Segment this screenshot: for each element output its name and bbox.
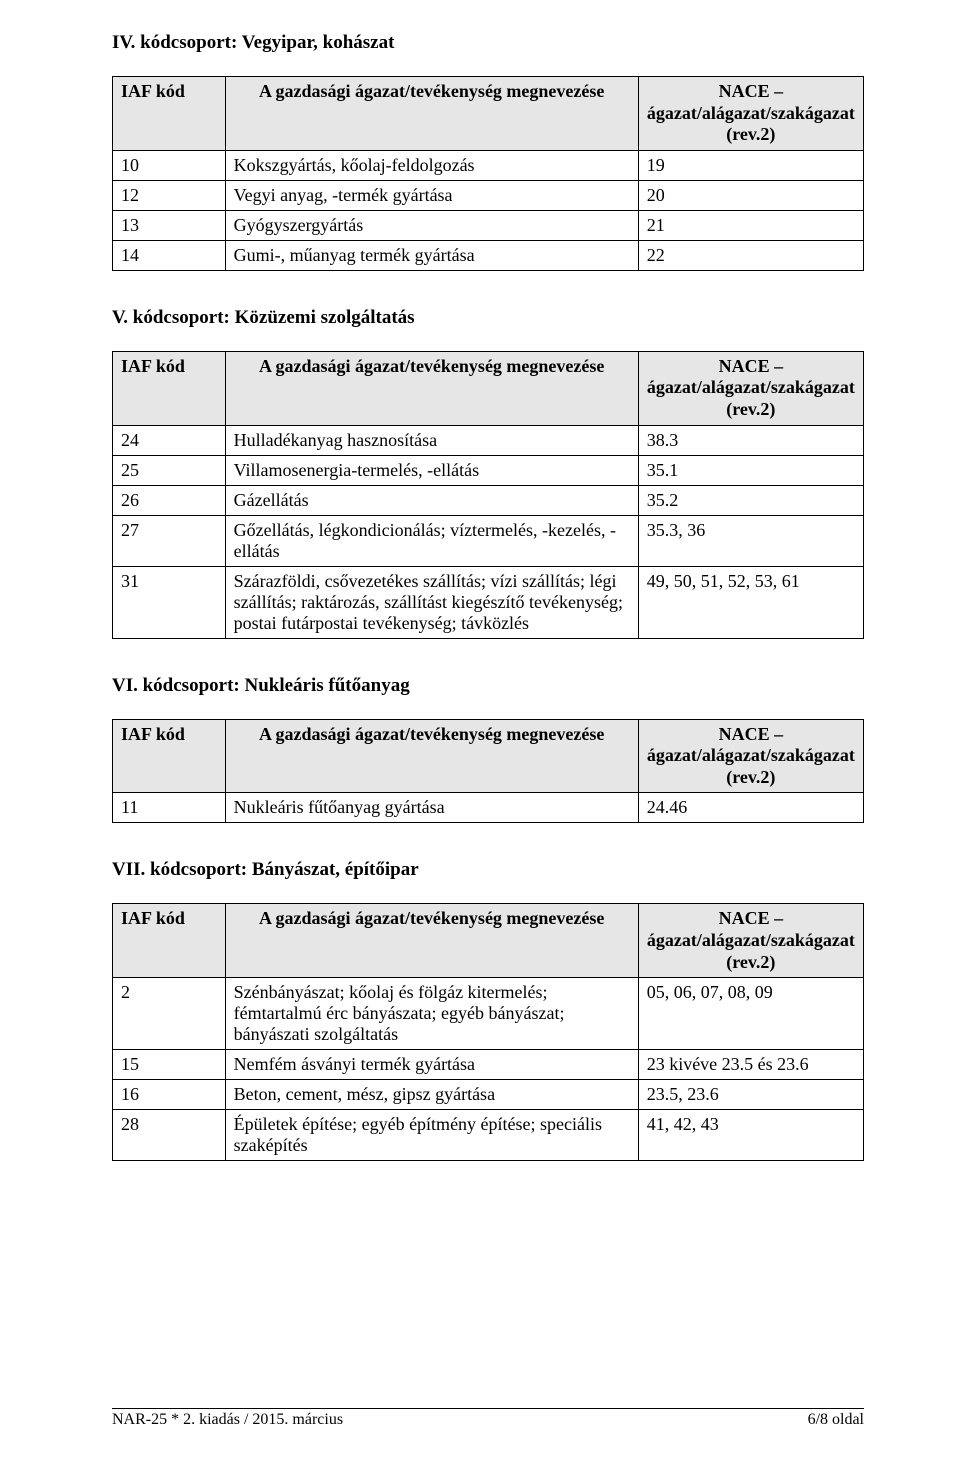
section-title-4: IV. kódcsoport: Vegyipar, kohászat xyxy=(112,32,864,54)
cell-nace: 35.3, 36 xyxy=(638,515,863,566)
footer-right: 6/8 oldal xyxy=(808,1411,864,1429)
cell-desc: Beton, cement, mész, gipsz gyártása xyxy=(225,1080,638,1110)
col-desc-header: A gazdasági ágazat/tevékenység megnevezé… xyxy=(225,719,638,793)
cell-nace: 24.46 xyxy=(638,793,863,823)
cell-nace: 23 kivéve 23.5 és 23.6 xyxy=(638,1050,863,1080)
table-row: 31 Szárazföldi, csővezetékes szállítás; … xyxy=(113,566,864,638)
section-title-5: V. kódcsoport: Közüzemi szolgáltatás xyxy=(112,307,864,329)
cell-desc: Szárazföldi, csővezetékes szállítás; víz… xyxy=(225,566,638,638)
nace-line1: NACE – xyxy=(719,724,784,744)
table-row: 11 Nukleáris fűtőanyag gyártása 24.46 xyxy=(113,793,864,823)
cell-iaf: 26 xyxy=(113,485,226,515)
cell-nace: 22 xyxy=(638,240,863,270)
cell-nace: 21 xyxy=(638,210,863,240)
page: IV. kódcsoport: Vegyipar, kohászat IAF k… xyxy=(0,0,960,1469)
col-desc-header: A gazdasági ágazat/tevékenység megnevezé… xyxy=(225,351,638,425)
nace-line2: ágazat/alágazat/szakágazat xyxy=(647,930,855,950)
cell-iaf: 11 xyxy=(113,793,226,823)
cell-nace: 49, 50, 51, 52, 53, 61 xyxy=(638,566,863,638)
table-section-5: IAF kód A gazdasági ágazat/tevékenység m… xyxy=(112,351,864,639)
cell-desc: Hulladékanyag hasznosítása xyxy=(225,425,638,455)
cell-iaf: 2 xyxy=(113,978,226,1050)
table-row: 16 Beton, cement, mész, gipsz gyártása 2… xyxy=(113,1080,864,1110)
table-row: 26 Gázellátás 35.2 xyxy=(113,485,864,515)
cell-desc: Nukleáris fűtőanyag gyártása xyxy=(225,793,638,823)
section-title-7: VII. kódcsoport: Bányászat, építőipar xyxy=(112,859,864,881)
cell-nace: 38.3 xyxy=(638,425,863,455)
nace-line3: (rev.2) xyxy=(726,767,775,787)
table-row: 13 Gyógyszergyártás 21 xyxy=(113,210,864,240)
cell-desc: Vegyi anyag, -termék gyártása xyxy=(225,180,638,210)
page-footer: NAR-25 * 2. kiadás / 2015. március 6/8 o… xyxy=(112,1408,864,1429)
cell-desc: Épületek építése; egyéb építmény építése… xyxy=(225,1110,638,1161)
cell-iaf: 14 xyxy=(113,240,226,270)
cell-iaf: 27 xyxy=(113,515,226,566)
nace-line1: NACE – xyxy=(719,81,784,101)
cell-iaf: 15 xyxy=(113,1050,226,1080)
nace-line2: ágazat/alágazat/szakágazat xyxy=(647,377,855,397)
footer-left: NAR-25 * 2. kiadás / 2015. március xyxy=(112,1411,343,1429)
col-iaf-header: IAF kód xyxy=(113,719,226,793)
table-row: 28 Épületek építése; egyéb építmény épít… xyxy=(113,1110,864,1161)
cell-iaf: 31 xyxy=(113,566,226,638)
cell-nace: 05, 06, 07, 08, 09 xyxy=(638,978,863,1050)
table-header-row: IAF kód A gazdasági ágazat/tevékenység m… xyxy=(113,77,864,151)
table-row: 15 Nemfém ásványi termék gyártása 23 kiv… xyxy=(113,1050,864,1080)
col-iaf-header: IAF kód xyxy=(113,77,226,151)
nace-line2: ágazat/alágazat/szakágazat xyxy=(647,745,855,765)
table-header-row: IAF kód A gazdasági ágazat/tevékenység m… xyxy=(113,904,864,978)
cell-nace: 20 xyxy=(638,180,863,210)
cell-nace: 35.1 xyxy=(638,455,863,485)
cell-iaf: 28 xyxy=(113,1110,226,1161)
nace-line3: (rev.2) xyxy=(726,952,775,972)
col-nace-header: NACE – ágazat/alágazat/szakágazat (rev.2… xyxy=(638,351,863,425)
table-header-row: IAF kód A gazdasági ágazat/tevékenység m… xyxy=(113,351,864,425)
cell-nace: 35.2 xyxy=(638,485,863,515)
table-header-row: IAF kód A gazdasági ágazat/tevékenység m… xyxy=(113,719,864,793)
col-nace-header: NACE – ágazat/alágazat/szakágazat (rev.2… xyxy=(638,77,863,151)
table-row: 12 Vegyi anyag, -termék gyártása 20 xyxy=(113,180,864,210)
cell-nace: 41, 42, 43 xyxy=(638,1110,863,1161)
nace-line3: (rev.2) xyxy=(726,124,775,144)
col-desc-header: A gazdasági ágazat/tevékenység megnevezé… xyxy=(225,904,638,978)
col-desc-header: A gazdasági ágazat/tevékenység megnevezé… xyxy=(225,77,638,151)
table-section-6: IAF kód A gazdasági ágazat/tevékenység m… xyxy=(112,719,864,824)
table-row: 14 Gumi-, műanyag termék gyártása 22 xyxy=(113,240,864,270)
cell-iaf: 24 xyxy=(113,425,226,455)
section-title-6: VI. kódcsoport: Nukleáris fűtőanyag xyxy=(112,675,864,697)
cell-iaf: 25 xyxy=(113,455,226,485)
table-row: 25 Villamosenergia-termelés, -ellátás 35… xyxy=(113,455,864,485)
cell-desc: Gumi-, műanyag termék gyártása xyxy=(225,240,638,270)
table-row: 10 Kokszgyártás, kőolaj-feldolgozás 19 xyxy=(113,150,864,180)
table-section-4: IAF kód A gazdasági ágazat/tevékenység m… xyxy=(112,76,864,271)
cell-desc: Gőzellátás, légkondicionálás; víztermelé… xyxy=(225,515,638,566)
cell-nace: 19 xyxy=(638,150,863,180)
table-row: 24 Hulladékanyag hasznosítása 38.3 xyxy=(113,425,864,455)
cell-iaf: 10 xyxy=(113,150,226,180)
table-row: 27 Gőzellátás, légkondicionálás; vízterm… xyxy=(113,515,864,566)
cell-iaf: 13 xyxy=(113,210,226,240)
cell-desc: Gázellátás xyxy=(225,485,638,515)
cell-nace: 23.5, 23.6 xyxy=(638,1080,863,1110)
nace-line3: (rev.2) xyxy=(726,399,775,419)
nace-line1: NACE – xyxy=(719,908,784,928)
cell-iaf: 12 xyxy=(113,180,226,210)
cell-desc: Villamosenergia-termelés, -ellátás xyxy=(225,455,638,485)
table-section-7: IAF kód A gazdasági ágazat/tevékenység m… xyxy=(112,903,864,1161)
col-nace-header: NACE – ágazat/alágazat/szakágazat (rev.2… xyxy=(638,904,863,978)
cell-desc: Szénbányászat; kőolaj és fölgáz kitermel… xyxy=(225,978,638,1050)
col-iaf-header: IAF kód xyxy=(113,351,226,425)
nace-line1: NACE – xyxy=(719,356,784,376)
col-iaf-header: IAF kód xyxy=(113,904,226,978)
table-row: 2 Szénbányászat; kőolaj és fölgáz kiterm… xyxy=(113,978,864,1050)
cell-desc: Kokszgyártás, kőolaj-feldolgozás xyxy=(225,150,638,180)
cell-desc: Gyógyszergyártás xyxy=(225,210,638,240)
nace-line2: ágazat/alágazat/szakágazat xyxy=(647,103,855,123)
cell-iaf: 16 xyxy=(113,1080,226,1110)
col-nace-header: NACE – ágazat/alágazat/szakágazat (rev.2… xyxy=(638,719,863,793)
cell-desc: Nemfém ásványi termék gyártása xyxy=(225,1050,638,1080)
